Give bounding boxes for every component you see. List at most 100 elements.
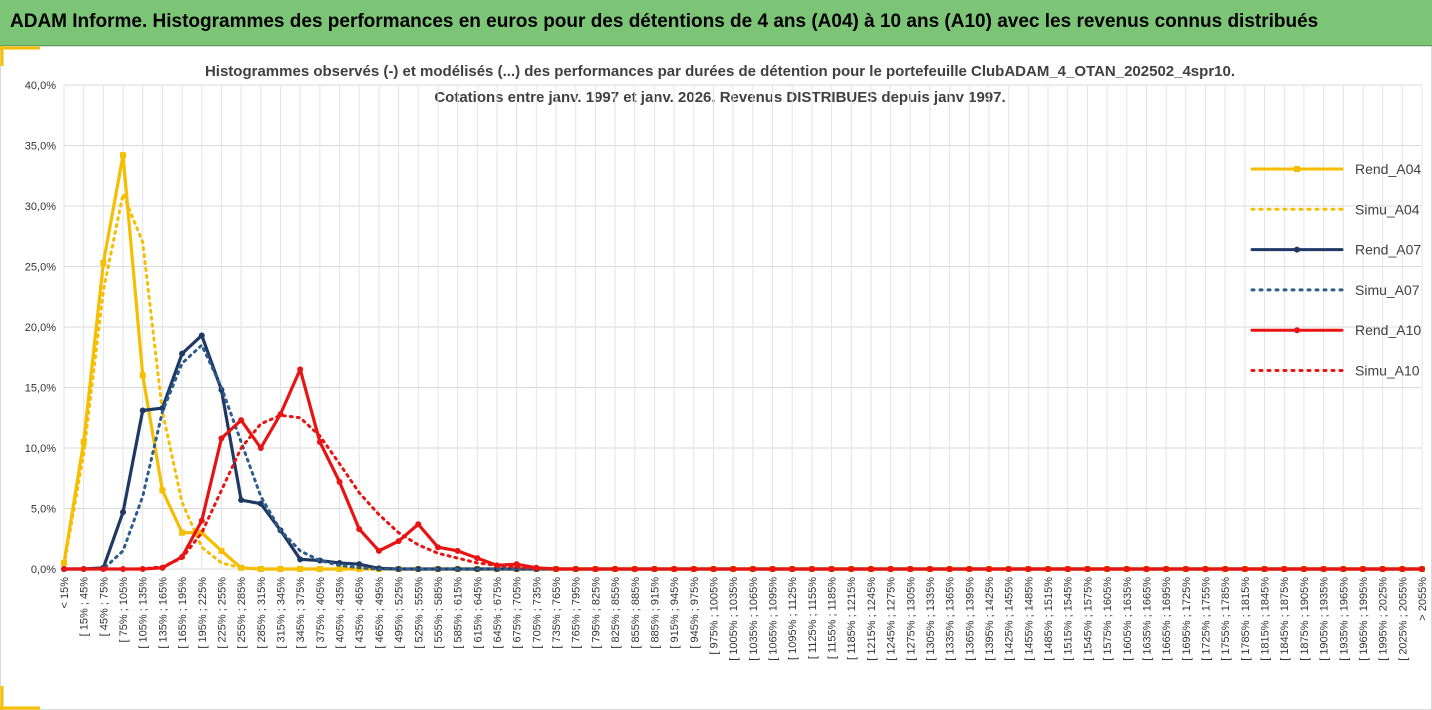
marker (198, 332, 205, 339)
x-tick-label: [ 45% ; 75% (98, 577, 110, 637)
x-tick-label: [ 975% ; 1005% (708, 577, 720, 655)
marker (454, 547, 461, 554)
x-tick-label: [ 735% ; 765% (551, 577, 563, 649)
y-tick-label: 35,0% (25, 141, 56, 153)
marker (336, 478, 343, 485)
marker (297, 566, 304, 572)
marker (316, 566, 323, 572)
marker (100, 566, 107, 572)
marker (769, 566, 776, 572)
x-tick-label: [ 465% ; 495% (374, 577, 386, 649)
y-tick-label: 25,0% (25, 262, 56, 274)
x-tick-label: [ 105% ; 135% (138, 577, 150, 649)
legend-label: Rend_A07 (1355, 242, 1421, 258)
marker (198, 517, 205, 524)
marker (218, 547, 225, 554)
marker (120, 152, 127, 159)
marker (316, 438, 323, 445)
x-tick-label: [ 315% ; 345% (275, 577, 287, 649)
marker (1182, 566, 1189, 572)
x-tick-label: [ 435% ; 465% (354, 577, 366, 649)
x-tick-label: [ 1275% ; 1305% (905, 577, 917, 661)
y-tick-label: 30,0% (25, 201, 56, 213)
marker (100, 259, 107, 266)
x-tick-label: [ 405% ; 435% (335, 577, 347, 649)
x-tick-label: [ 525% ; 555% (413, 577, 425, 649)
marker (356, 561, 363, 568)
x-tick-label: [ 1425% ; 1455% (1004, 577, 1016, 661)
x-tick-label: [ 75% ; 105% (118, 577, 130, 643)
chart-frame (0, 46, 1432, 710)
x-tick-label: [ 1485% ; 1515% (1043, 577, 1055, 661)
x-tick-label: [ 1725% ; 1755% (1201, 577, 1213, 661)
x-tick-label: [ 1095% ; 1125% (787, 577, 799, 660)
marker (80, 438, 87, 445)
marker (218, 435, 225, 442)
x-tick-label: [ 1215% ; 1245% (866, 577, 878, 661)
legend-label: Simu_A07 (1355, 282, 1420, 298)
legend-marker (1294, 166, 1300, 172)
x-tick-label: [ 1305% ; 1335% (925, 577, 937, 661)
marker (848, 566, 855, 572)
x-tick-label: [ 495% ; 525% (394, 577, 406, 649)
marker (356, 526, 363, 533)
y-tick-label: 10,0% (25, 443, 56, 455)
marker (434, 544, 441, 551)
x-tick-label: [ 705% ; 735% (531, 577, 543, 649)
chart: Histogrammes observés (-) et modélisés (… (0, 46, 1432, 710)
x-tick-label: [ 945% ; 975% (689, 577, 701, 649)
y-tick-label: 5,0% (31, 504, 56, 516)
y-tick-label: 40,0% (25, 80, 56, 92)
marker (1163, 566, 1170, 572)
marker (395, 538, 402, 545)
legend-marker (1294, 246, 1300, 253)
x-tick-label: [ 1965% ; 1995% (1358, 577, 1370, 661)
legend-label: Rend_A04 (1355, 161, 1421, 177)
marker (867, 566, 874, 572)
x-tick-label: [ 1905% ; 1935% (1319, 577, 1331, 661)
x-tick-label: [ 885% ; 915% (649, 577, 661, 649)
y-tick-label: 20,0% (25, 322, 56, 334)
x-tick-label: [ 1695% ; 1725% (1181, 577, 1193, 661)
marker (159, 487, 166, 494)
x-tick-label: [ 915% ; 945% (669, 577, 681, 649)
x-tick-label: [ 345% ; 375% (295, 577, 307, 649)
x-tick-label: [ 855% ; 885% (630, 577, 642, 649)
x-tick-label: [ 585% ; 615% (453, 577, 465, 649)
x-tick-label: [ 645% ; 675% (492, 577, 504, 649)
x-tick-label: [ 825% ; 855% (610, 577, 622, 649)
marker (257, 500, 264, 507)
x-tick-label: [ 1665% ; 1695% (1161, 577, 1173, 661)
chart-title: Histogrammes observés (-) et modélisés (… (205, 63, 1235, 80)
marker (139, 407, 146, 414)
marker (238, 417, 245, 424)
x-tick-label: [ 1455% ; 1485% (1023, 577, 1035, 661)
x-tick-label: [ 1335% ; 1365% (945, 577, 957, 661)
x-tick-label: [ 1815% ; 1845% (1260, 577, 1272, 661)
marker (198, 529, 205, 536)
marker (474, 555, 481, 562)
marker (651, 566, 658, 572)
y-tick-label: 0,0% (31, 564, 56, 576)
x-tick-label: [ 1635% ; 1665% (1141, 577, 1153, 661)
header-title: ADAM Informe. Histogrammes des performan… (10, 11, 1319, 32)
x-tick-label: [ 795% ; 825% (590, 577, 602, 649)
chart-subtitle: Cotations entre janv. 1997 et janv. 2026… (434, 89, 1005, 106)
x-tick-label: [ 165% ; 195% (177, 577, 189, 649)
x-tick-label: [ 1065% ; 1095% (768, 577, 780, 661)
y-tick-label: 15,0% (25, 383, 56, 395)
marker (415, 521, 422, 528)
marker (179, 529, 186, 536)
legend-marker (1294, 327, 1300, 334)
marker (297, 366, 304, 373)
x-tick-label: [ 765% ; 795% (571, 577, 583, 649)
x-tick-label: [ 1245% ; 1275% (886, 577, 898, 661)
x-tick-label: [ 1395% ; 1425% (984, 577, 996, 661)
x-tick-label: [ 1995% ; 2025% (1378, 577, 1390, 661)
x-tick-label: [ 1185% ; 1215% (846, 577, 858, 660)
marker (139, 372, 146, 379)
marker (297, 556, 304, 563)
x-tick-label: [ 1605% ; 1635% (1122, 577, 1134, 661)
x-tick-label: [ 1035% ; 1065% (748, 577, 760, 661)
